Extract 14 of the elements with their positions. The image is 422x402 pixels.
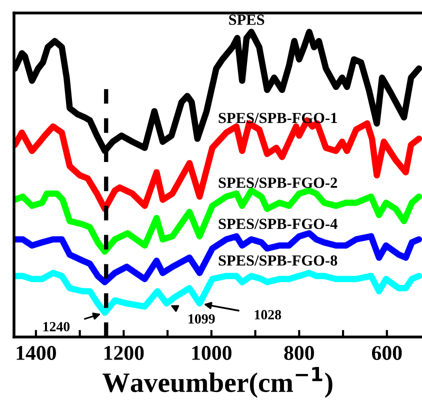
series-label: SPES/SPB-FGO-2 [218, 178, 338, 188]
x-tick-label: 600 [372, 346, 402, 360]
annotation: 1099 [188, 314, 215, 324]
x-tick-label: 1200 [104, 346, 144, 360]
series-label: SPES/SPB-FGO-1 [218, 112, 337, 124]
annotation: 1028 [254, 310, 282, 320]
series-label: SPES/SPB-FGO-4 [218, 218, 338, 230]
x-tick-label: 800 [284, 346, 314, 360]
series-label: SPES/SPB-FGO-8 [218, 255, 338, 266]
x-tick-label: 1000 [192, 346, 232, 360]
x-axis-title: Waveumber(cm$^{−1}$) [102, 367, 332, 398]
x-tick-label: 1400 [16, 346, 56, 360]
series-label: SPES [229, 14, 264, 25]
annotation: 1240 [43, 322, 70, 332]
